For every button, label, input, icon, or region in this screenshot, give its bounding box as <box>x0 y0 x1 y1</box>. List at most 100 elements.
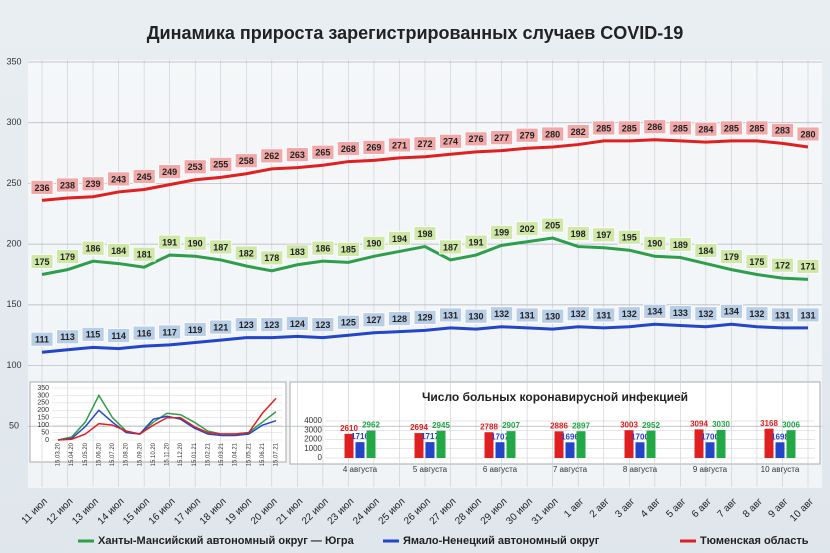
bar <box>716 429 726 458</box>
x-tick-label: 1 авг <box>562 496 586 520</box>
inset-title: Число больных коронавирусной инфекцией <box>422 390 688 404</box>
value-label: 128 <box>392 314 407 324</box>
y-tick-label: 50 <box>9 421 19 431</box>
value-label: 184 <box>111 246 126 256</box>
value-label: 175 <box>34 257 49 267</box>
y-tick-label: 300 <box>6 117 21 127</box>
bar <box>436 430 446 458</box>
value-label: 131 <box>520 310 535 320</box>
value-label: 191 <box>469 237 484 247</box>
value-label-box <box>515 127 539 143</box>
value-label: 181 <box>137 250 152 260</box>
value-label-box <box>720 249 743 265</box>
value-label: 132 <box>622 309 637 319</box>
value-label-box <box>260 148 284 164</box>
y-tick-label: 100 <box>6 360 21 370</box>
inset-y-tick-label: 100 <box>37 422 49 429</box>
value-label: 186 <box>86 244 101 254</box>
x-tick-label: 18 июл <box>198 496 229 527</box>
bar <box>576 431 586 458</box>
value-label-box <box>720 303 743 319</box>
value-label-box <box>158 234 182 250</box>
bar <box>355 442 365 458</box>
value-label: 179 <box>724 252 739 262</box>
value-label: 130 <box>545 312 560 322</box>
x-tick-label: 21 июл <box>274 496 305 527</box>
value-label: 183 <box>290 247 305 257</box>
value-label-box <box>771 257 794 273</box>
value-label-box <box>285 316 309 331</box>
x-tick-label: 27 июл <box>428 496 459 527</box>
bar <box>694 429 704 458</box>
value-label-box <box>285 244 309 260</box>
value-label: 282 <box>571 127 586 137</box>
value-label: 197 <box>596 230 611 240</box>
value-label: 119 <box>188 325 203 335</box>
inset-x-tick-label: 8 августа <box>623 465 658 474</box>
value-label-box <box>694 306 718 322</box>
x-tick-label: 5 авг <box>664 496 688 520</box>
inset-x-tick-label: 15.06.20 <box>96 442 102 466</box>
value-label: 123 <box>239 320 254 330</box>
value-label-box <box>183 159 207 175</box>
inset-x-tick-label: 15.09.20 <box>137 442 143 466</box>
value-label: 205 <box>545 220 560 230</box>
bar <box>344 433 354 458</box>
value-label-box <box>30 180 54 195</box>
inset-x-tick-label: 15.04.21 <box>233 442 239 466</box>
y-tick-label: 350 <box>6 56 21 66</box>
value-label-box <box>107 171 130 187</box>
value-label-box <box>796 307 820 323</box>
inset-x-tick-label: 15.11.20 <box>165 442 171 466</box>
inset-x-tick-label: 15.08.20 <box>124 442 130 466</box>
value-label-box <box>81 326 105 342</box>
inset-y-tick-label: 2000 <box>304 435 322 444</box>
value-label: 263 <box>290 150 305 160</box>
value-label: 129 <box>417 313 432 323</box>
bar-value-label: 1716 <box>351 432 369 441</box>
value-label: 179 <box>60 252 75 262</box>
series-line <box>41 322 808 354</box>
x-tick-label: 6 авг <box>690 496 714 520</box>
value-label: 239 <box>86 179 101 189</box>
value-label: 190 <box>366 239 381 249</box>
value-label: 198 <box>571 229 586 239</box>
legend-label: Ямало-Ненецкий автономный округ <box>403 535 600 547</box>
value-label: 285 <box>724 123 739 133</box>
inset-x-tick-label: 15.03.21 <box>219 442 225 466</box>
value-label: 187 <box>213 242 228 252</box>
chart-title: Динамика прироста зарегистрированных слу… <box>147 23 684 43</box>
inset-x-tick-label: 4 августа <box>343 465 378 474</box>
inset-x-tick-label: 5 августа <box>413 465 448 474</box>
value-label-box <box>541 217 565 233</box>
value-label-box <box>796 126 820 142</box>
value-label: 245 <box>137 172 152 182</box>
value-label: 268 <box>341 144 356 154</box>
value-label: 285 <box>673 123 688 133</box>
value-label: 255 <box>213 160 228 170</box>
bar-value-label: 2907 <box>502 421 520 430</box>
value-label: 236 <box>34 183 49 193</box>
value-label: 131 <box>775 310 790 320</box>
value-label: 133 <box>673 308 688 318</box>
bar-value-label: 3094 <box>690 419 708 428</box>
value-label: 198 <box>417 229 432 239</box>
inset-y-tick-label: 3000 <box>304 425 322 434</box>
value-label: 189 <box>673 240 688 250</box>
value-label: 121 <box>213 322 228 332</box>
value-label-box <box>668 120 692 136</box>
x-tick-label: 3 авг <box>613 496 637 520</box>
value-label-box <box>439 239 462 255</box>
value-label-box <box>490 306 514 322</box>
value-label: 191 <box>162 237 177 247</box>
bar <box>646 430 656 458</box>
value-label-box <box>592 227 616 243</box>
value-label: 175 <box>749 257 764 267</box>
value-label-box <box>745 254 769 269</box>
value-label-box <box>285 147 309 163</box>
inset-y-tick-label: 300 <box>37 392 49 399</box>
value-label-box <box>362 312 386 328</box>
value-label: 184 <box>698 246 713 256</box>
value-label: 269 <box>366 143 381 153</box>
x-tick-label: 13 июл <box>70 496 101 527</box>
